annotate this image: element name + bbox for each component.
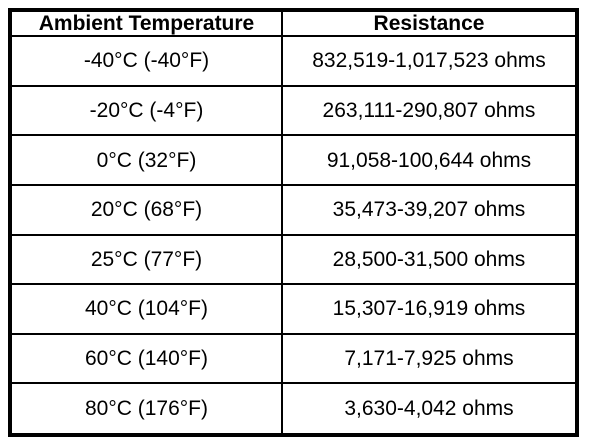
resistance-cell: 35,473-39,207 ohms xyxy=(281,183,578,236)
temperature-cell: 80°C (176°F) xyxy=(9,382,283,436)
table-row: 60°C (140°F) 7,171-7,925 ohms xyxy=(9,332,578,385)
temperature-cell: 40°C (104°F) xyxy=(9,283,283,335)
table-body: -40°C (-40°F) 832,519-1,017,523 ohms -20… xyxy=(9,35,578,436)
resistance-cell: 91,058-100,644 ohms xyxy=(281,134,578,186)
table-row: 40°C (104°F) 15,307-16,919 ohms xyxy=(9,283,578,335)
temperature-cell: -20°C (-4°F) xyxy=(9,84,283,137)
resistance-cell: 263,111-290,807 ohms xyxy=(281,84,578,137)
temperature-cell: 20°C (68°F) xyxy=(9,183,283,236)
resistance-cell: 832,519-1,017,523 ohms xyxy=(281,35,578,87)
column-header-resistance: Resistance xyxy=(281,8,578,38)
table-row: 80°C (176°F) 3,630-4,042 ohms xyxy=(9,382,578,436)
temperature-resistance-table: Ambient Temperature Resistance -40°C (-4… xyxy=(8,8,579,437)
table-row: -20°C (-4°F) 263,111-290,807 ohms xyxy=(9,84,578,137)
header-row: Ambient Temperature Resistance xyxy=(9,8,578,38)
temperature-cell: 0°C (32°F) xyxy=(9,134,283,186)
column-header-ambient-temperature: Ambient Temperature xyxy=(9,8,283,38)
temperature-cell: -40°C (-40°F) xyxy=(9,35,283,87)
resistance-cell: 3,630-4,042 ohms xyxy=(281,382,578,436)
resistance-cell: 7,171-7,925 ohms xyxy=(281,332,578,385)
temperature-cell: 25°C (77°F) xyxy=(9,233,283,286)
table-row: -40°C (-40°F) 832,519-1,017,523 ohms xyxy=(9,35,578,87)
table-row: 0°C (32°F) 91,058-100,644 ohms xyxy=(9,134,578,186)
resistance-cell: 28,500-31,500 ohms xyxy=(281,233,578,286)
table-row: 20°C (68°F) 35,473-39,207 ohms xyxy=(9,183,578,236)
temperature-cell: 60°C (140°F) xyxy=(9,332,283,385)
table-row: 25°C (77°F) 28,500-31,500 ohms xyxy=(9,233,578,286)
resistance-cell: 15,307-16,919 ohms xyxy=(281,283,578,335)
